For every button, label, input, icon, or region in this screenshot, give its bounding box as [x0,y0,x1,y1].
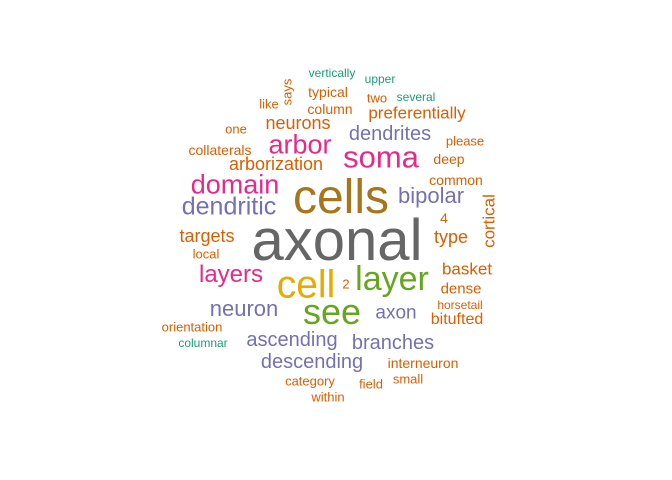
word-within: within [311,389,345,405]
word-small: small [392,371,424,387]
word-arborization: arborization [228,154,324,174]
word-targets: targets [179,226,235,246]
word-cells: cells [292,171,390,224]
word-domain: domain [190,169,280,200]
word-dendritic: dendritic [181,192,277,221]
word-neurons: neurons [265,113,331,133]
word-dense: dense [440,280,482,298]
word-preferentially: preferentially [368,103,466,123]
word-one: one [225,121,247,137]
word-basket: basket [441,259,493,279]
word-bipolar: bipolar [397,183,465,208]
word-several: several [396,90,436,104]
word-like: like [259,96,279,112]
word-please: please [445,133,485,149]
word-orientation: orientation [161,319,223,335]
word-says: says [279,78,295,106]
word-branches: branches [351,332,435,354]
word-axonal: axonal [251,208,423,273]
word-neuron: neuron [209,296,279,321]
word-layers: layers [198,261,264,288]
word-axon: axon [375,302,417,324]
word-columnar: columnar [178,336,228,350]
word-bitufted: bitufted [430,311,484,328]
word-vertically: vertically [308,66,356,80]
word-category: category [285,373,335,389]
word-arbor: arbor [268,129,332,160]
word-descending: descending [260,351,364,373]
word-soma: soma [343,139,419,175]
word-local: local [192,246,220,262]
word-horsetail: horsetail [437,298,483,312]
word-upper: upper [364,72,396,86]
word-typical: typical [308,84,348,100]
word-collaterals: collaterals [188,142,252,158]
word-interneuron: interneuron [387,355,459,371]
word-cortical: cortical [479,194,499,248]
word-2: 2 [342,276,350,292]
word-common: common [429,172,483,188]
word-layer: layer [355,260,429,298]
word-see: see [302,291,362,332]
word-dendrites: dendrites [348,123,432,145]
word-two: two [366,90,388,106]
word-column: column [307,101,353,117]
word-cell: cell [276,263,336,307]
word-type: type [433,227,469,247]
word-field: field [359,376,383,392]
word-ascending: ascending [246,329,338,351]
word-deep: deep [433,151,465,167]
word-4: 4 [440,210,448,226]
